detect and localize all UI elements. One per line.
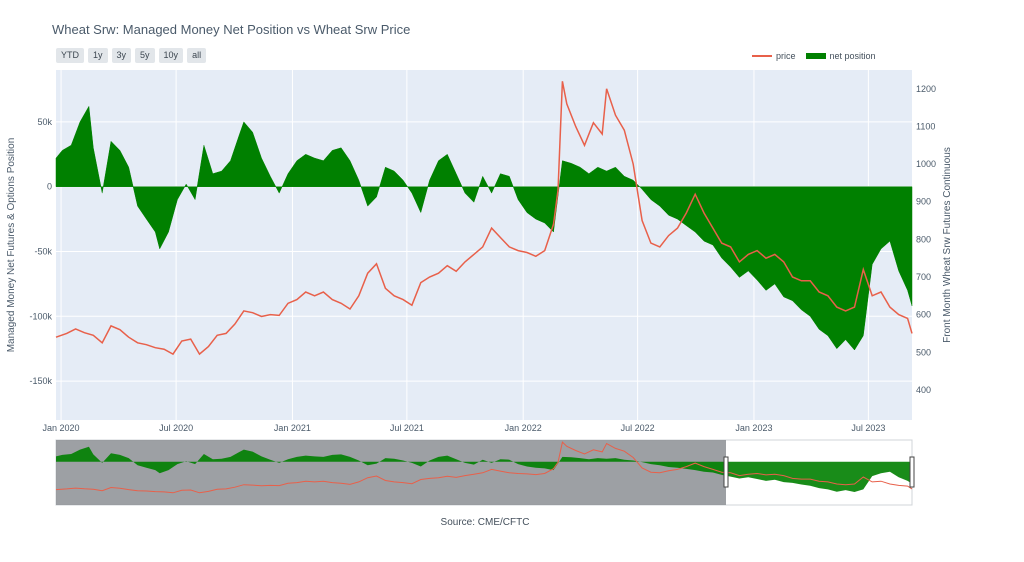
range-button-ytd[interactable]: YTD — [56, 48, 84, 63]
range-button-5y[interactable]: 5y — [135, 48, 155, 63]
y-left-axis-ticks: 50k 0 -50k -100k -150k — [29, 117, 52, 386]
y-right-tick-label: 900 — [916, 197, 931, 207]
price-line — [55, 81, 913, 356]
range-slider-mask — [56, 440, 726, 505]
range-button-3y[interactable]: 3y — [111, 48, 132, 63]
legend-item-price[interactable]: price — [752, 51, 796, 61]
x-tick-label: Jan 2023 — [735, 423, 772, 433]
mini-price-series — [55, 441, 913, 494]
y-right-tick-label: 400 — [916, 385, 931, 395]
y-left-tick-label: -100k — [29, 311, 52, 321]
mini-net-position-series — [56, 446, 912, 492]
y-right-tick-label: 500 — [916, 347, 931, 357]
net-position-area — [55, 105, 913, 351]
source-note: Source: CME/CFTC — [440, 517, 530, 528]
range-slider-left-handle[interactable] — [723, 456, 729, 488]
x-tick-label: Jan 2020 — [43, 423, 80, 433]
y-right-tick-label: 1000 — [916, 159, 936, 169]
x-axis-ticks: Jan 2020 Jul 2020 Jan 2021 Jul 2021 Jan 2022… — [43, 423, 886, 433]
x-tick-label: Jan 2021 — [274, 423, 311, 433]
legend-line-swatch — [752, 55, 772, 57]
legend-label-net-position: net position — [829, 51, 876, 61]
y-right-tick-label: 800 — [916, 234, 931, 244]
price-series[interactable] — [55, 81, 913, 356]
range-slider[interactable] — [55, 439, 915, 506]
y-right-tick-label: 600 — [916, 310, 931, 320]
range-slider-right-handle[interactable] — [909, 456, 915, 488]
y-right-axis-ticks: 1200 1100 1000 900 800 700 600 500 400 — [916, 84, 936, 395]
y-left-axis-title: Managed Money Net Futures & Options Posi… — [6, 138, 17, 353]
y-left-tick-label: 0 — [47, 182, 52, 192]
range-slider-net-area — [56, 446, 912, 492]
y-left-tick-label: -50k — [34, 246, 52, 256]
range-slider-price-line — [55, 441, 913, 494]
legend: price net position — [752, 51, 886, 61]
y-left-tick-label: -150k — [29, 376, 52, 386]
y-right-tick-label: 1100 — [916, 121, 935, 131]
x-tick-label: Jul 2021 — [390, 423, 424, 433]
y-right-tick-label: 1200 — [916, 84, 936, 94]
x-tick-label: Jul 2022 — [621, 423, 655, 433]
range-button-all[interactable]: all — [187, 48, 207, 63]
range-button-1y[interactable]: 1y — [88, 48, 108, 63]
x-tick-label: Jul 2020 — [159, 423, 193, 433]
range-button-10y[interactable]: 10y — [158, 48, 184, 63]
y-left-tick-label: 50k — [37, 117, 52, 127]
legend-item-net-position[interactable]: net position — [805, 51, 876, 61]
y-right-tick-label: 700 — [916, 272, 931, 282]
legend-area-swatch — [805, 53, 826, 59]
y-right-axis-title: Front Month Wheat Srw Futures Continuous — [942, 147, 953, 343]
x-tick-label: Jan 2022 — [505, 423, 542, 433]
range-selector-buttons: YTD 1y 3y 5y 10y all — [56, 48, 207, 63]
legend-label-price: price — [776, 51, 796, 61]
x-tick-label: Jul 2023 — [851, 423, 885, 433]
net-position-series[interactable] — [55, 105, 913, 351]
chart-title: Wheat Srw: Managed Money Net Position vs… — [52, 22, 411, 37]
